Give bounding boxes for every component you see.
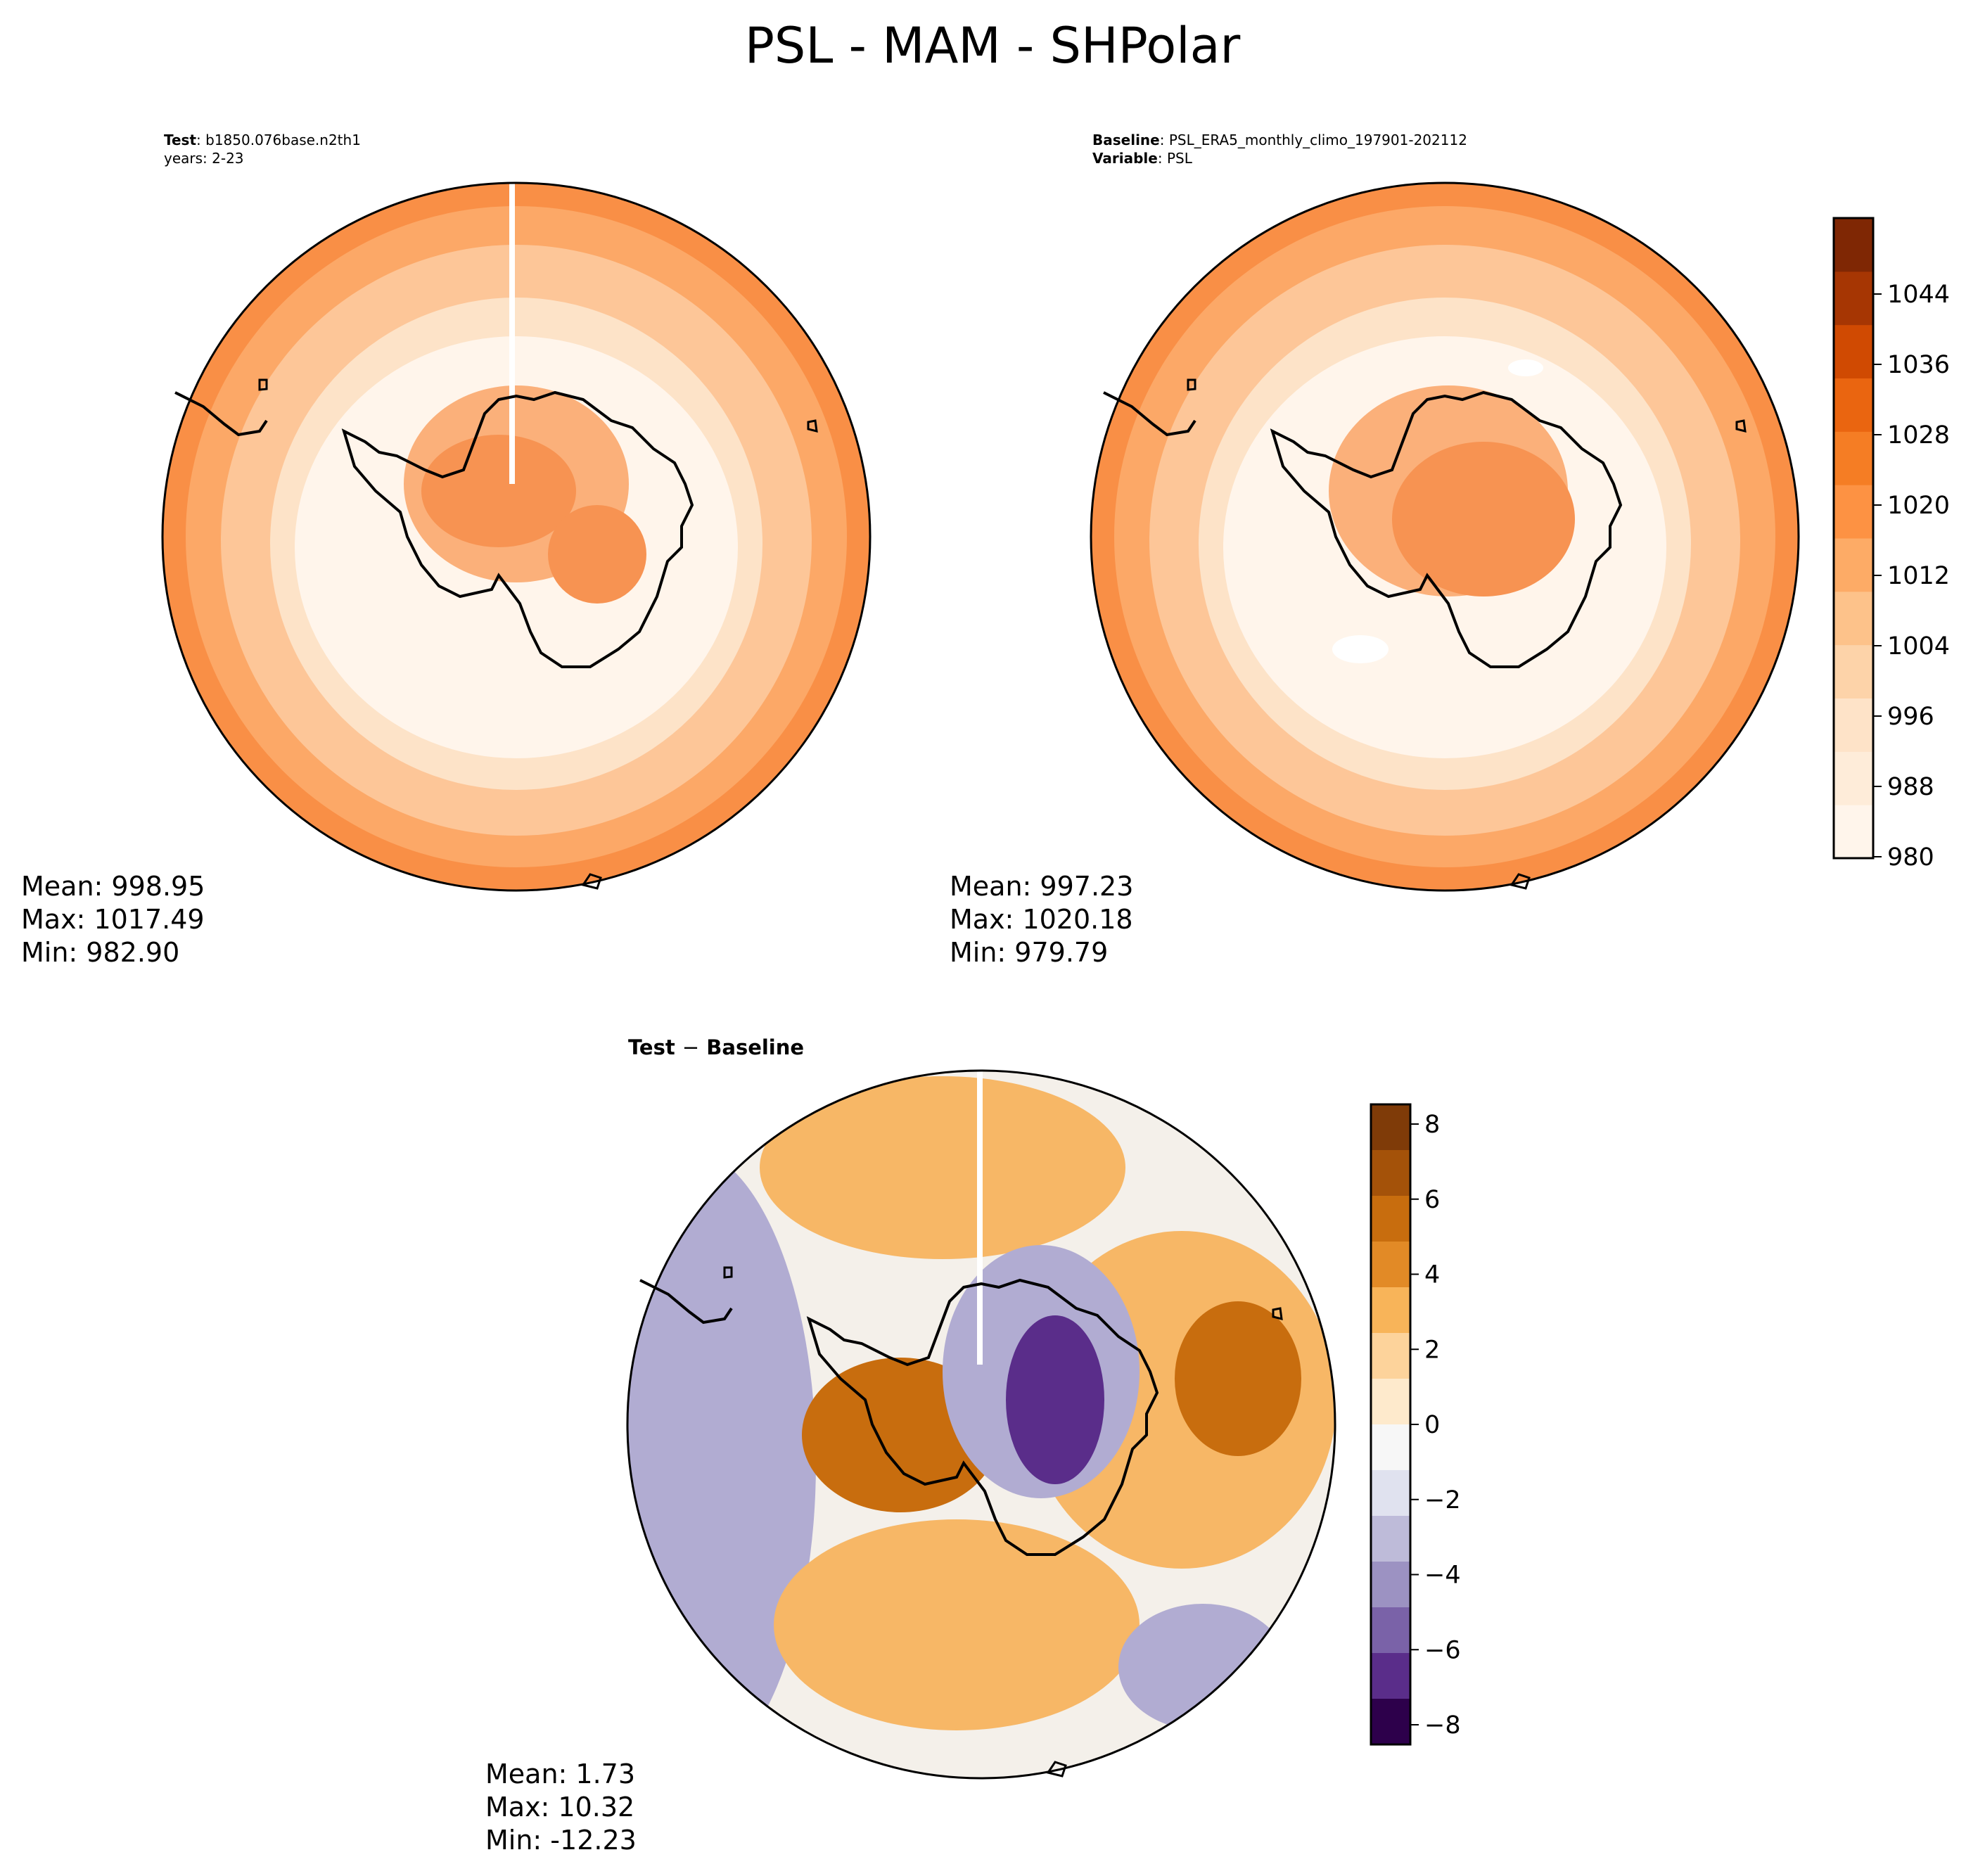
diff-colorbar-swatch xyxy=(1371,1607,1410,1654)
diff-colorbar-tick-label: 8 xyxy=(1424,1111,1440,1139)
diff-colorbar-tick-label: 0 xyxy=(1424,1411,1440,1439)
diff-mean: Mean: 1.73 xyxy=(485,1759,636,1789)
baseline-variable-value: PSL xyxy=(1166,150,1192,167)
test-max: Max: 1017.49 xyxy=(21,904,205,935)
diff-map-field xyxy=(627,1071,1335,1778)
antarctica-coastline xyxy=(806,1278,1159,1556)
diff-colorbar-swatch xyxy=(1371,1150,1410,1197)
diff-min: Min: -12.23 xyxy=(485,1825,637,1856)
baseline-header-value: PSL_ERA5_monthly_climo_197901-202112 xyxy=(1168,132,1467,148)
baseline-map-field xyxy=(1091,183,1799,891)
field-colorbar-swatch xyxy=(1834,644,1873,698)
baseline-header-key: Baseline xyxy=(1092,132,1160,148)
test-map xyxy=(161,181,872,892)
field-colorbar-swatch xyxy=(1834,805,1873,859)
field-colorbar-tick-label: 1004 xyxy=(1887,632,1950,661)
field-colorbar-swatch xyxy=(1834,271,1873,326)
diff-colorbar-swatch xyxy=(1371,1699,1410,1745)
diff-colorbar-tick-label: 6 xyxy=(1424,1186,1440,1214)
diff-colorbar-tick-label: −6 xyxy=(1424,1636,1461,1664)
diff-colorbar: 8 6 4 2 0 −2 −4 −6 −8 xyxy=(1370,1103,1461,1746)
test-mean: Mean: 998.95 xyxy=(21,871,205,902)
baseline-max: Max: 1020.18 xyxy=(950,904,1133,935)
field-colorbar-ticks: 980 988 996 1004 1012 1020 1028 1036 1044 xyxy=(1873,281,1950,872)
field-colorbar-tick-label: 1044 xyxy=(1887,281,1950,309)
baseline-map xyxy=(1090,181,1800,892)
antarctica-coastline xyxy=(1270,390,1623,668)
diff-colorbar-swatch xyxy=(1371,1562,1410,1608)
field-colorbar-tick-label: 988 xyxy=(1887,773,1934,801)
field-colorbar-swatch xyxy=(1834,538,1873,592)
baseline-mean: Mean: 997.23 xyxy=(950,871,1134,902)
diff-colorbar-tick-label: −2 xyxy=(1424,1486,1461,1514)
diff-title-test: Test xyxy=(628,1035,675,1059)
figure-title: PSL - MAM - SHPolar xyxy=(744,17,1241,75)
diff-colorbar-tick-label: 2 xyxy=(1424,1336,1440,1364)
field-colorbar-swatch xyxy=(1834,698,1873,752)
diff-colorbar-swatch xyxy=(1371,1379,1410,1425)
field-colorbar-tick-label: 996 xyxy=(1887,703,1934,731)
diff-colorbar-swatch xyxy=(1371,1653,1410,1699)
field-colorbar-tick-label: 1020 xyxy=(1887,492,1950,520)
diff-colorbar-ticks: 8 6 4 2 0 −2 −4 −6 −8 xyxy=(1410,1111,1461,1740)
test-years: years: 2-23 xyxy=(164,150,244,167)
test-map-field xyxy=(162,183,870,891)
field-colorbar-swatch xyxy=(1834,218,1873,272)
field-colorbar-swatch xyxy=(1834,431,1873,485)
field-colorbar-tick-label: 1012 xyxy=(1887,562,1950,590)
diff-colorbar-tick-label: −8 xyxy=(1424,1711,1461,1740)
field-colorbar-swatch xyxy=(1834,485,1873,539)
field-colorbar-swatch xyxy=(1834,751,1873,805)
diff-colorbar-tick-label: −4 xyxy=(1424,1562,1461,1590)
diff-max: Max: 10.32 xyxy=(485,1792,635,1823)
antarctica-coastline xyxy=(341,390,694,668)
diff-title-operator: − xyxy=(682,1035,700,1059)
baseline-variable: Variable: PSL xyxy=(1092,150,1192,167)
field-colorbar: 980 988 996 1004 1012 1020 1028 1036 1044 xyxy=(1832,217,1950,872)
field-colorbar-tick-label: 1036 xyxy=(1887,351,1950,379)
diff-colorbar-swatch xyxy=(1371,1516,1410,1562)
diff-colorbar-swatch xyxy=(1371,1104,1410,1151)
field-colorbar-swatch xyxy=(1834,591,1873,646)
baseline-header: Baseline: PSL_ERA5_monthly_climo_197901-… xyxy=(1092,132,1467,148)
field-colorbar-tick-label: 1028 xyxy=(1887,421,1950,449)
diff-colorbar-tick-label: 4 xyxy=(1424,1261,1440,1289)
diff-colorbar-swatch xyxy=(1371,1196,1410,1242)
diff-colorbar-swatch xyxy=(1371,1242,1410,1288)
diff-colorbar-swatches xyxy=(1371,1104,1410,1745)
baseline-min: Min: 979.79 xyxy=(950,937,1109,968)
diff-colorbar-swatch xyxy=(1371,1287,1410,1334)
field-colorbar-swatches xyxy=(1834,218,1873,859)
baseline-variable-key: Variable xyxy=(1092,150,1158,167)
diff-title: Test − Baseline xyxy=(628,1034,804,1061)
diff-map xyxy=(626,1069,1336,1780)
test-header-value: b1850.076base.n2th1 xyxy=(205,132,361,148)
diff-colorbar-swatch xyxy=(1371,1470,1410,1517)
test-min: Min: 982.90 xyxy=(21,937,180,968)
test-header-key: Test xyxy=(164,132,197,148)
field-colorbar-tick-label: 980 xyxy=(1887,843,1934,872)
diff-colorbar-swatch xyxy=(1371,1424,1410,1471)
test-header: Test: b1850.076base.n2th1 xyxy=(164,132,361,148)
diff-title-baseline: Baseline xyxy=(706,1035,805,1059)
field-colorbar-swatch xyxy=(1834,378,1873,432)
field-colorbar-swatch xyxy=(1834,324,1873,378)
diff-colorbar-swatch xyxy=(1371,1333,1410,1379)
